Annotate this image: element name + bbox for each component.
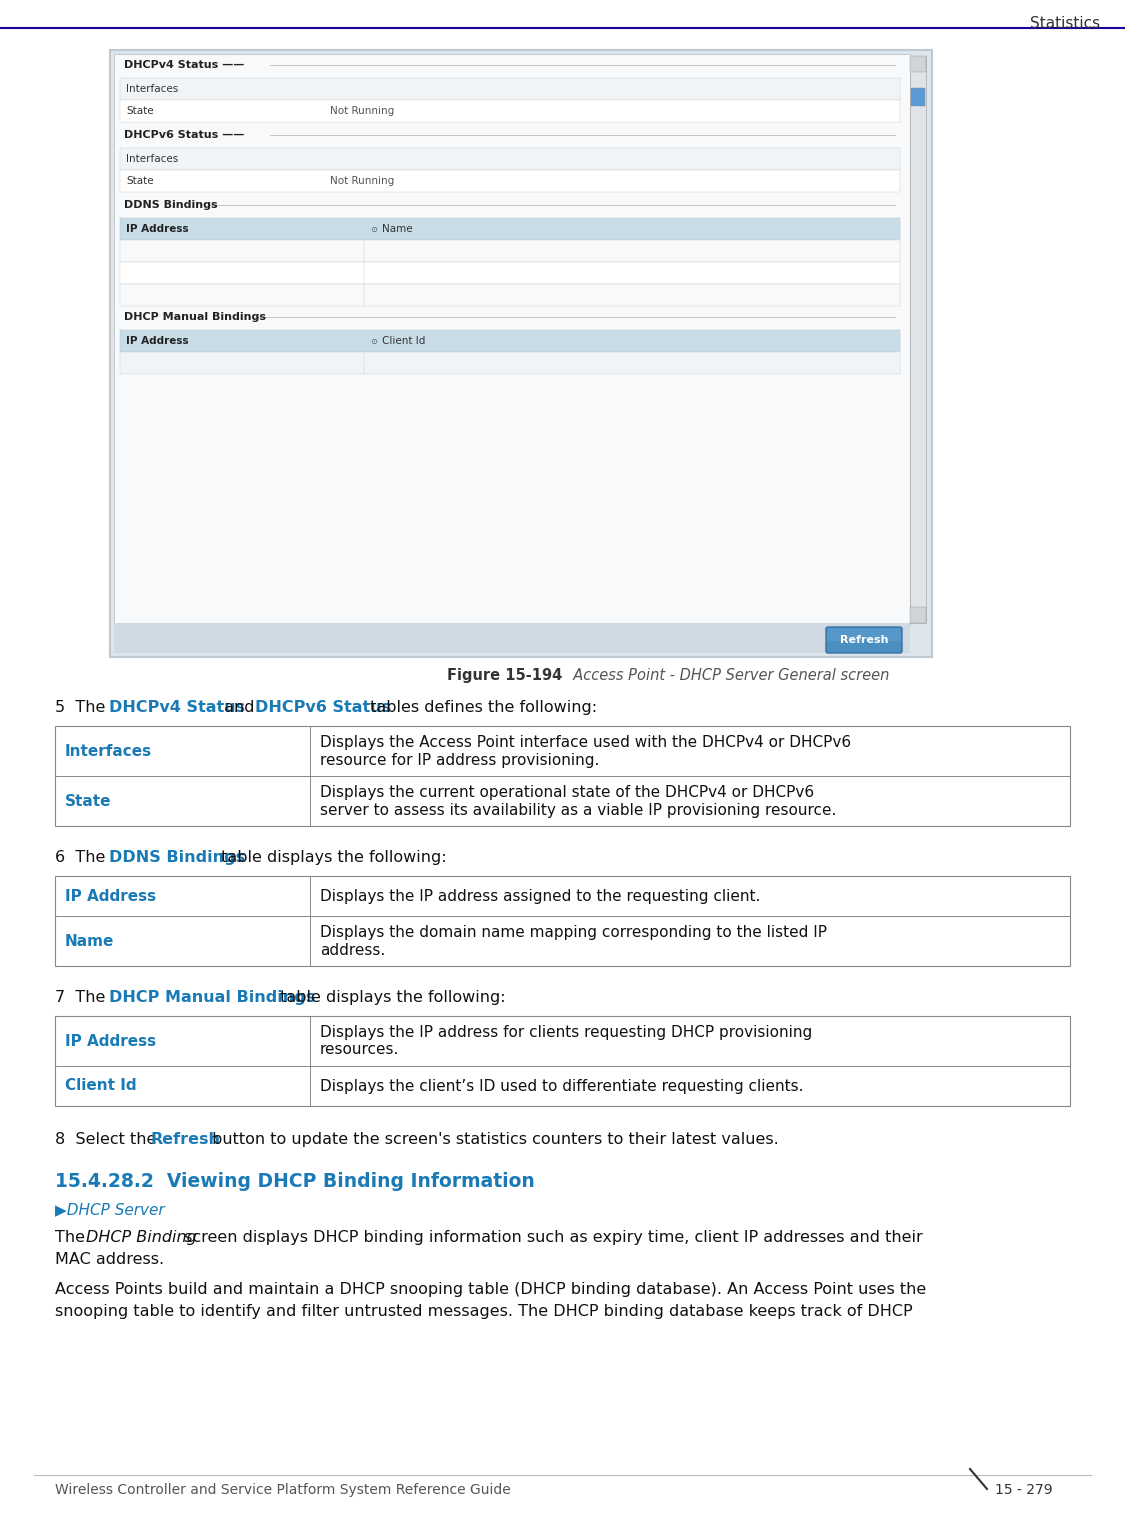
Text: DDNS Bindings: DDNS Bindings — [124, 200, 217, 209]
Text: Not Running: Not Running — [330, 106, 394, 115]
Text: Not Running: Not Running — [330, 176, 394, 187]
Bar — [910, 56, 926, 71]
Text: Displays the client’s ID used to differentiate requesting clients.: Displays the client’s ID used to differe… — [319, 1079, 803, 1094]
Text: DHCP Binding: DHCP Binding — [86, 1230, 197, 1245]
Text: DHCP Manual Bindings: DHCP Manual Bindings — [109, 991, 315, 1004]
Text: DHCP Manual Bindings: DHCP Manual Bindings — [124, 313, 266, 322]
Text: Displays the current operational state of the DHCPv4 or DHCPv6: Displays the current operational state o… — [319, 784, 814, 799]
Text: Access Point - DHCP Server General screen: Access Point - DHCP Server General scree… — [565, 667, 890, 683]
Text: Figure 15-194: Figure 15-194 — [448, 667, 562, 683]
Text: ⊙: ⊙ — [370, 337, 377, 346]
Text: Statistics: Statistics — [1029, 17, 1100, 30]
Text: DHCPv4 Status ——: DHCPv4 Status —— — [124, 61, 244, 70]
Text: table displays the following:: table displays the following: — [216, 850, 447, 865]
Text: DHCPv6 Status: DHCPv6 Status — [255, 699, 392, 715]
Text: DHCPv4 Status: DHCPv4 Status — [109, 699, 245, 715]
Text: State: State — [65, 793, 111, 809]
FancyBboxPatch shape — [826, 627, 902, 652]
Text: 7  The: 7 The — [55, 991, 110, 1004]
Text: Displays the Access Point interface used with the DHCPv4 or DHCPv6: Displays the Access Point interface used… — [319, 734, 852, 749]
Bar — [910, 607, 926, 623]
Text: DDNS Bindings: DDNS Bindings — [109, 850, 245, 865]
Text: resource for IP address provisioning.: resource for IP address provisioning. — [319, 752, 600, 768]
Bar — [120, 149, 900, 170]
Text: IP Address: IP Address — [65, 1033, 156, 1048]
Bar — [120, 352, 900, 375]
Bar — [110, 50, 932, 657]
Text: Refresh: Refresh — [839, 636, 889, 645]
Text: DHCPv6 Status ——: DHCPv6 Status —— — [124, 130, 244, 140]
Text: Wireless Controller and Service Platform System Reference Guide: Wireless Controller and Service Platform… — [55, 1484, 511, 1497]
Bar — [120, 240, 900, 262]
Text: screen displays DHCP binding information such as expiry time, client IP addresse: screen displays DHCP binding information… — [179, 1230, 922, 1245]
Text: Interfaces: Interfaces — [126, 155, 178, 164]
Text: IP Address: IP Address — [126, 335, 189, 346]
Bar — [120, 331, 900, 352]
Text: 6  The: 6 The — [55, 850, 110, 865]
Bar — [120, 100, 900, 121]
Bar — [55, 727, 1070, 825]
Text: IP Address: IP Address — [126, 225, 189, 234]
Bar — [114, 55, 910, 625]
Text: ⊙: ⊙ — [370, 225, 377, 234]
Text: Refresh: Refresh — [151, 1132, 220, 1147]
Text: Client Id: Client Id — [65, 1079, 136, 1094]
Bar — [910, 56, 926, 623]
Text: button to update the screen's statistics counters to their latest values.: button to update the screen's statistics… — [207, 1132, 778, 1147]
Bar — [120, 284, 900, 306]
Bar — [120, 77, 900, 100]
Text: table displays the following:: table displays the following: — [274, 991, 505, 1004]
Bar — [55, 875, 1070, 966]
Text: MAC address.: MAC address. — [55, 1252, 164, 1267]
Bar — [120, 218, 900, 240]
Text: Client Id: Client Id — [382, 335, 425, 346]
Text: State: State — [126, 106, 154, 115]
Text: Access Points build and maintain a DHCP snooping table (DHCP binding database). : Access Points build and maintain a DHCP … — [55, 1282, 926, 1297]
Text: Interfaces: Interfaces — [126, 83, 178, 94]
Text: Name: Name — [65, 933, 115, 948]
Text: ▶DHCP Server: ▶DHCP Server — [55, 1201, 164, 1217]
Text: tables defines the following:: tables defines the following: — [364, 699, 597, 715]
Text: Displays the domain name mapping corresponding to the listed IP: Displays the domain name mapping corresp… — [319, 924, 827, 939]
Bar — [120, 262, 900, 284]
Text: Name: Name — [382, 225, 413, 234]
Text: 15 - 279: 15 - 279 — [994, 1484, 1053, 1497]
Text: 5  The: 5 The — [55, 699, 110, 715]
Text: State: State — [126, 176, 154, 187]
Bar — [120, 170, 900, 193]
Text: snooping table to identify and filter untrusted messages. The DHCP binding datab: snooping table to identify and filter un… — [55, 1305, 912, 1318]
Bar — [911, 88, 925, 106]
Bar — [114, 623, 910, 652]
Text: and: and — [219, 699, 260, 715]
Text: server to assess its availability as a viable IP provisioning resource.: server to assess its availability as a v… — [319, 802, 836, 818]
Text: The: The — [55, 1230, 90, 1245]
Text: 8  Select the: 8 Select the — [55, 1132, 162, 1147]
Text: resources.: resources. — [319, 1042, 399, 1057]
Text: Displays the IP address for clients requesting DHCP provisioning: Displays the IP address for clients requ… — [319, 1024, 812, 1039]
Text: Displays the IP address assigned to the requesting client.: Displays the IP address assigned to the … — [319, 889, 760, 904]
Text: address.: address. — [319, 942, 385, 957]
Text: Interfaces: Interfaces — [65, 743, 152, 758]
Text: IP Address: IP Address — [65, 889, 156, 904]
Text: 15.4.28.2  Viewing DHCP Binding Information: 15.4.28.2 Viewing DHCP Binding Informati… — [55, 1173, 534, 1191]
FancyBboxPatch shape — [827, 628, 901, 642]
Bar — [55, 1016, 1070, 1106]
